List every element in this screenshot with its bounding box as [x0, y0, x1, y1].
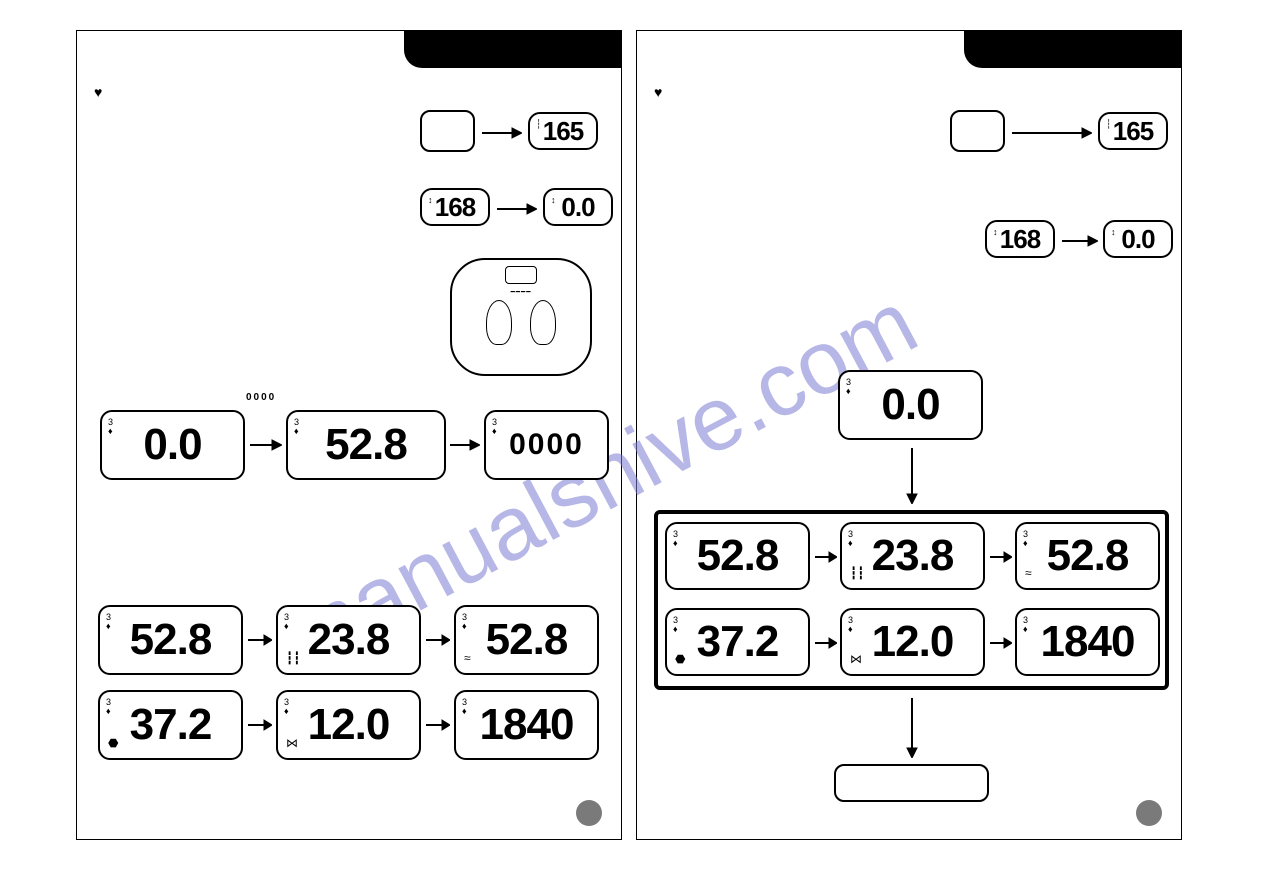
arrow-icon — [990, 636, 1012, 650]
lcd-value: 165 — [543, 116, 583, 147]
lcd-value: 23.8 — [872, 531, 954, 581]
tiny-label: 0000 — [246, 392, 276, 403]
lcd-display: 3♦52.8 — [665, 522, 810, 590]
arrow-icon — [248, 633, 272, 647]
lcd-display: ↕168 — [985, 220, 1055, 258]
arrow-down-icon — [905, 448, 919, 504]
left-black-tab — [404, 30, 622, 68]
scale-illustration: ━━━━ — [450, 258, 592, 376]
arrow-icon — [450, 438, 480, 452]
arrow-icon — [250, 438, 282, 452]
lcd-display: 3♦0000 — [484, 410, 609, 480]
heart-icon-left: ♥ — [94, 84, 102, 100]
lcd-display: 3♦≈52.8 — [1015, 522, 1160, 590]
lcd-value: 12.0 — [308, 700, 390, 750]
lcd-value: 52.8 — [1047, 531, 1129, 581]
arrow-icon — [1012, 126, 1092, 140]
heart-icon-right: ♥ — [654, 84, 662, 100]
lcd-value: 0.0 — [561, 192, 594, 223]
arrow-icon — [815, 636, 837, 650]
lcd-display: ↕0.0 — [543, 188, 613, 226]
right-black-tab — [964, 30, 1182, 68]
lcd-value: 168 — [1000, 224, 1040, 255]
lcd-empty-wide — [834, 764, 989, 802]
lcd-value: 165 — [1113, 116, 1153, 147]
lcd-value: 52.8 — [697, 531, 779, 581]
lcd-value: 52.8 — [486, 615, 568, 665]
lcd-display: ┆165 — [1098, 112, 1168, 150]
lcd-empty-box — [950, 110, 1005, 152]
lcd-display: ↕0.0 — [1103, 220, 1173, 258]
page-dot — [1136, 800, 1162, 826]
lcd-value: 168 — [435, 192, 475, 223]
lcd-display: 3♦⋈12.0 — [840, 608, 985, 676]
lcd-display: 3♦1840 — [1015, 608, 1160, 676]
lcd-value: 0.0 — [143, 420, 201, 470]
lcd-value: 37.2 — [130, 700, 212, 750]
lcd-display: 3♦⋈12.0 — [276, 690, 421, 760]
lcd-value: 23.8 — [308, 615, 390, 665]
arrow-icon — [426, 718, 450, 732]
lcd-display: 3♦0.0 — [100, 410, 245, 480]
lcd-display: ┆165 — [528, 112, 598, 150]
lcd-display: 3♦⬣37.2 — [98, 690, 243, 760]
lcd-display: 3♦┇┇23.8 — [840, 522, 985, 590]
lcd-value: 52.8 — [130, 615, 212, 665]
arrow-icon — [815, 550, 837, 564]
lcd-display: 3♦0.0 — [838, 370, 983, 440]
page-dot — [576, 800, 602, 826]
arrow-icon — [990, 550, 1012, 564]
arrow-icon — [426, 633, 450, 647]
lcd-display: 3♦52.8 — [286, 410, 446, 480]
arrow-icon — [497, 202, 537, 216]
lcd-value: 0000 — [509, 428, 584, 462]
lcd-value: 1840 — [480, 700, 574, 750]
arrow-icon — [482, 126, 522, 140]
lcd-value: 0.0 — [881, 380, 939, 430]
arrow-icon — [248, 718, 272, 732]
lcd-display: 3♦┇┇23.8 — [276, 605, 421, 675]
lcd-value: 12.0 — [872, 617, 954, 667]
lcd-value: 1840 — [1041, 617, 1135, 667]
lcd-display: 3♦≈52.8 — [454, 605, 599, 675]
lcd-display: 3♦⬣37.2 — [665, 608, 810, 676]
lcd-display: ↕168 — [420, 188, 490, 226]
arrow-down-icon — [905, 698, 919, 758]
lcd-value: 0.0 — [1121, 224, 1154, 255]
lcd-empty-box — [420, 110, 475, 152]
arrow-icon — [1062, 234, 1098, 248]
lcd-value: 52.8 — [325, 420, 407, 470]
lcd-display: 3♦52.8 — [98, 605, 243, 675]
lcd-value: 37.2 — [697, 617, 779, 667]
lcd-display: 3♦1840 — [454, 690, 599, 760]
